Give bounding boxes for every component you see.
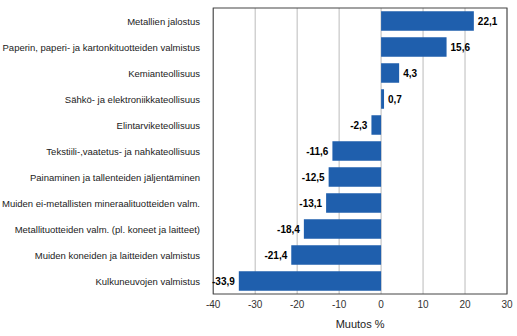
grid-line [255, 8, 256, 294]
data-label: 0,7 [388, 94, 402, 105]
y-axis-labels: Kulkuneuvojen valmistus Muiden koneiden j… [2, 16, 200, 287]
category-label: Kulkuneuvojen valmistus [95, 276, 200, 287]
chart: Kulkuneuvojen valmistus Muiden koneiden j… [0, 0, 517, 336]
data-label: -33,9 [212, 276, 235, 287]
data-labels: -33,9 -21,4 -18,4 -13,1 -12,5 -11,6 -2,3 0,7 4,3… [212, 16, 498, 287]
tick-label: -20 [290, 299, 305, 310]
data-label: -21,4 [264, 250, 287, 261]
data-label: 4,3 [403, 68, 417, 79]
tick-label: -30 [248, 299, 263, 310]
category-label: Muiden koneiden ja laitteiden valmistus [35, 250, 201, 261]
category-label: Muiden ei-metallisten mineraalituotteide… [2, 198, 200, 209]
category-label: Sähkö- ja elektroniikkateollisuus [65, 94, 200, 105]
tick-label: 0 [378, 299, 384, 310]
tick-label: 30 [501, 299, 513, 310]
data-label: -2,3 [350, 120, 368, 131]
bar [326, 193, 381, 213]
tick-label: -40 [206, 299, 221, 310]
bar [329, 167, 381, 187]
x-axis-title: Muutos % [336, 318, 385, 330]
category-label: Metallituotteiden valm. (pl. koneet ja l… [15, 224, 200, 235]
tick-label: 10 [417, 299, 429, 310]
tick-label: 20 [459, 299, 471, 310]
category-label: Painaminen ja tallenteiden jäljentäminen [30, 172, 200, 183]
data-label: 15,6 [451, 42, 471, 53]
data-label: 22,1 [478, 16, 498, 27]
x-axis-labels: -40 -30 -20 -10 0 10 20 30 [206, 299, 513, 310]
data-label: -18,4 [277, 224, 300, 235]
tick-label: -10 [332, 299, 347, 310]
bar [381, 63, 399, 83]
category-label: Paperin, paperi- ja kartonkituotteiden v… [3, 42, 201, 53]
category-label: Metallien jalostus [127, 16, 200, 27]
plot-frame [213, 8, 507, 294]
bar [332, 141, 381, 161]
data-label: -12,5 [302, 172, 325, 183]
bar [239, 271, 381, 291]
grid [213, 8, 507, 294]
data-label: -13,1 [299, 198, 322, 209]
bar [371, 115, 381, 135]
bar [381, 37, 446, 57]
category-label: Elintarviketeollisuus [117, 120, 201, 131]
bar [291, 245, 381, 265]
bar [304, 219, 381, 239]
category-label: Kemianteollisuus [128, 68, 200, 79]
bar [381, 89, 384, 109]
data-label: -11,6 [306, 146, 329, 157]
category-label: Tekstiili-,vaatetus- ja nahkateollisuus [46, 146, 200, 157]
bars [239, 11, 474, 291]
bar [381, 11, 474, 31]
